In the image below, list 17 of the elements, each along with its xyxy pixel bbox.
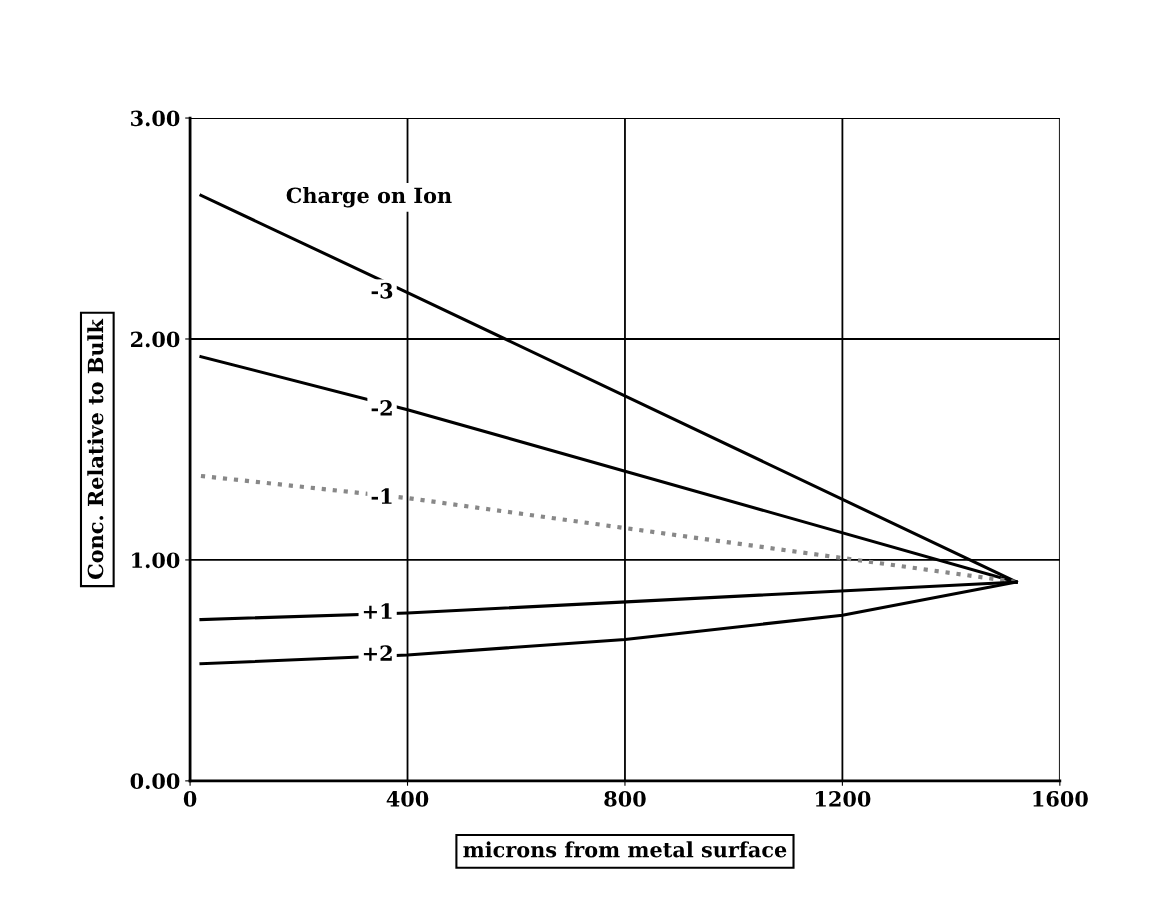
- series-label: -3: [371, 282, 393, 299]
- y-tick-label: 0.00: [130, 773, 180, 790]
- x-axis-title: microns from metal surface: [463, 841, 787, 858]
- y-tick-label: 1.00: [132, 552, 180, 569]
- x-tick-label: 0: [183, 790, 197, 807]
- x-tick-label: 400: [386, 790, 429, 807]
- x-tick-label: 1600: [1033, 790, 1088, 807]
- series-label: -2: [371, 399, 392, 416]
- series-label: +2: [363, 645, 392, 661]
- y-tick-label: 3.00: [131, 110, 180, 127]
- annotation: Charge on Ion: [286, 187, 452, 208]
- y-tick-label: 2.00: [131, 331, 180, 348]
- series-label: -1: [371, 488, 392, 504]
- series-label: +1: [363, 603, 392, 619]
- x-tick-label: 800: [604, 790, 646, 807]
- y-axis-title: Conc. Relative to Bulk: [87, 318, 104, 579]
- x-tick-label: 1200: [815, 790, 871, 807]
